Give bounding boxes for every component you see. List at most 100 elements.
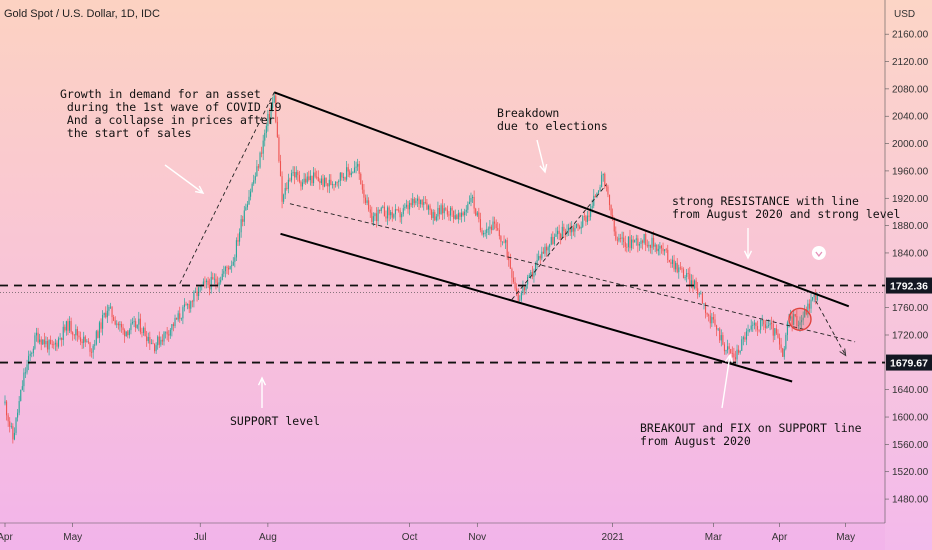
candle-body bbox=[667, 249, 669, 260]
candle-body bbox=[166, 331, 168, 335]
candle-body bbox=[117, 323, 119, 326]
arrow-breakdown bbox=[536, 139, 546, 173]
candle-body bbox=[149, 337, 151, 344]
candle-body bbox=[366, 200, 368, 203]
candle-body bbox=[783, 348, 785, 357]
candle-body bbox=[128, 330, 130, 336]
candle-body bbox=[401, 214, 403, 218]
candle-body bbox=[105, 312, 107, 318]
candle-body bbox=[34, 335, 36, 349]
candle-body bbox=[719, 328, 721, 341]
candle-body bbox=[150, 343, 152, 345]
candle-body bbox=[226, 266, 228, 268]
candle-body bbox=[183, 304, 186, 308]
candle-body bbox=[681, 268, 683, 270]
candle-body bbox=[557, 230, 559, 235]
candle-body bbox=[725, 350, 727, 352]
candle-body bbox=[319, 180, 321, 184]
x-tick-label: May bbox=[836, 532, 855, 543]
resistance-tag-label: 1792.36 bbox=[890, 281, 928, 293]
candle-body bbox=[133, 321, 135, 323]
candle-body bbox=[437, 207, 439, 217]
candle-body bbox=[500, 236, 502, 242]
y-tick-label: 1880.00 bbox=[892, 221, 929, 232]
candle-body bbox=[245, 207, 247, 211]
candle-body bbox=[571, 227, 573, 233]
candle-body bbox=[119, 324, 121, 326]
candle-body bbox=[648, 244, 650, 247]
candle-body bbox=[213, 278, 215, 280]
candle-body bbox=[446, 209, 448, 215]
candle-body bbox=[172, 324, 174, 326]
candle-body bbox=[608, 194, 611, 206]
candle-body bbox=[453, 210, 455, 219]
candle-body bbox=[84, 336, 86, 342]
candle-body bbox=[808, 303, 810, 309]
candle-body bbox=[676, 262, 678, 273]
candle-body bbox=[668, 259, 670, 263]
candle-body bbox=[607, 186, 609, 195]
candle-body bbox=[670, 262, 672, 264]
candle-body bbox=[449, 207, 452, 216]
projection-arrowhead bbox=[839, 348, 847, 357]
candle-body bbox=[382, 206, 384, 208]
candle-body bbox=[797, 325, 799, 327]
candle-body bbox=[248, 196, 250, 205]
candle-body bbox=[188, 304, 190, 309]
candle-body bbox=[796, 316, 798, 326]
candle-body bbox=[390, 212, 392, 216]
candle-body bbox=[68, 321, 71, 331]
candle-body bbox=[454, 215, 456, 219]
candle-body bbox=[786, 322, 788, 335]
candle-body bbox=[638, 243, 640, 246]
candle-body bbox=[109, 306, 112, 308]
trend-line-2 bbox=[815, 300, 847, 356]
candle-body bbox=[227, 267, 230, 270]
candle-body bbox=[774, 328, 776, 336]
candle-body bbox=[717, 328, 719, 330]
candle-body bbox=[468, 201, 470, 205]
candle-body bbox=[113, 317, 115, 321]
candle-body bbox=[239, 232, 241, 242]
candle-body bbox=[43, 339, 45, 345]
candle-body bbox=[342, 177, 345, 178]
candle-body bbox=[745, 331, 748, 340]
candle-body bbox=[664, 249, 666, 252]
candle-body bbox=[374, 213, 376, 217]
candle-body bbox=[360, 173, 362, 185]
candle-body bbox=[434, 212, 436, 221]
candle-body bbox=[136, 324, 138, 328]
candle-body bbox=[308, 176, 310, 181]
chart-title: Gold Spot / U.S. Dollar, 1D, IDC bbox=[4, 8, 160, 20]
candle-body bbox=[352, 172, 354, 173]
candle-body bbox=[325, 177, 327, 184]
candle-body bbox=[675, 262, 677, 270]
candle-body bbox=[207, 280, 209, 285]
candle-body bbox=[39, 339, 41, 343]
candle-body bbox=[816, 295, 818, 301]
candle-body bbox=[91, 351, 93, 353]
candle-body bbox=[224, 266, 226, 272]
candle-body bbox=[662, 248, 664, 252]
candle-body bbox=[204, 281, 206, 283]
candle-body bbox=[520, 292, 522, 300]
candle-body bbox=[295, 171, 297, 178]
candle-body bbox=[709, 315, 711, 324]
candle-body bbox=[59, 338, 61, 339]
candle-body bbox=[26, 364, 28, 373]
candle-body bbox=[273, 95, 275, 103]
candle-body bbox=[752, 324, 754, 326]
candle-body bbox=[553, 236, 555, 245]
candle-body bbox=[772, 323, 774, 336]
candle-body bbox=[660, 245, 663, 249]
candle-body bbox=[656, 244, 658, 252]
candle-body bbox=[364, 197, 367, 203]
candle-body bbox=[767, 325, 770, 327]
x-tick-label: 2021 bbox=[602, 532, 625, 543]
candle-body bbox=[163, 332, 165, 342]
candle-body bbox=[338, 180, 340, 183]
candle-body bbox=[202, 281, 204, 285]
candle-body bbox=[391, 212, 393, 218]
candle-body bbox=[234, 257, 236, 262]
